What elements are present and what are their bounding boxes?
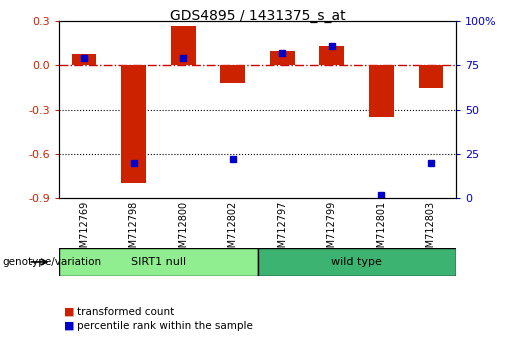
Bar xyxy=(270,51,295,65)
FancyBboxPatch shape xyxy=(258,248,456,276)
Bar xyxy=(419,65,443,88)
Bar xyxy=(220,65,245,83)
Bar xyxy=(369,65,394,117)
Text: ■: ■ xyxy=(64,307,75,316)
Text: percentile rank within the sample: percentile rank within the sample xyxy=(77,321,253,331)
Text: wild type: wild type xyxy=(331,257,382,267)
Text: SIRT1 null: SIRT1 null xyxy=(131,257,186,267)
Text: GDS4895 / 1431375_s_at: GDS4895 / 1431375_s_at xyxy=(169,9,346,23)
Text: genotype/variation: genotype/variation xyxy=(3,257,101,267)
Bar xyxy=(171,26,196,65)
Text: transformed count: transformed count xyxy=(77,307,175,316)
Bar xyxy=(121,65,146,183)
Bar xyxy=(72,54,96,65)
Text: ■: ■ xyxy=(64,321,75,331)
Bar xyxy=(319,46,344,65)
FancyBboxPatch shape xyxy=(59,248,258,276)
